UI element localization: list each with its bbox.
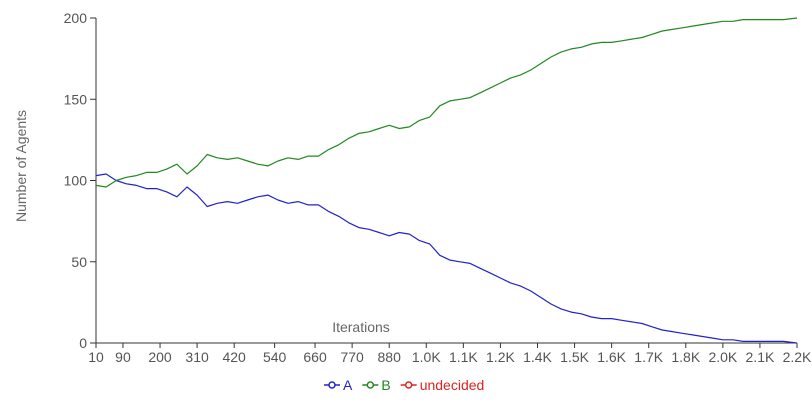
x-tick-label: 310 [185, 349, 209, 365]
x-tick-label: 660 [303, 349, 327, 365]
x-tick-label: 1.4K [523, 349, 552, 365]
x-tick-label: 2.2K [783, 349, 812, 365]
y-tick-label: 200 [64, 10, 88, 26]
series-lines [95, 17, 798, 344]
x-tick-label: 880 [378, 349, 402, 365]
x-axis-label: Iterations [332, 319, 390, 335]
legend-label: B [381, 377, 390, 393]
x-tick-label: 1.2K [486, 349, 515, 365]
x-tick-label: 1.1K [449, 349, 478, 365]
legend-item-undecided[interactable]: undecided [400, 377, 485, 393]
legend-label: undecided [420, 377, 485, 393]
x-tick-label: 2.0K [708, 349, 737, 365]
legend-marker-dot [328, 381, 336, 389]
y-tick-label: 150 [64, 91, 88, 107]
legend-label: A [343, 377, 353, 393]
x-tick-label: 1.6K [597, 349, 626, 365]
x-tick-label: 1.5K [560, 349, 589, 365]
series-line-a [95, 173, 798, 344]
y-tick-label: 50 [71, 254, 87, 270]
legend-marker-dot [404, 381, 413, 389]
x-tick-label: 420 [222, 349, 246, 365]
x-tick-label: 1.7K [634, 349, 663, 365]
x-tick-label: 2.1K [746, 349, 775, 365]
y-ticks: 0 50 100 150 200 [64, 10, 96, 351]
x-ticks: 10 90 200 310 420 540 660 770 880 1.0K 1.1K 1.2K 1.4… [88, 343, 812, 365]
series-line-b [95, 17, 798, 188]
x-tick-label: 1.0K [412, 349, 441, 365]
x-tick-label: 200 [148, 349, 172, 365]
x-tick-label: 90 [115, 349, 131, 365]
x-tick-label: 1.8K [671, 349, 700, 365]
y-tick-label: 0 [79, 335, 87, 351]
x-tick-label: 10 [88, 349, 104, 365]
x-tick-label: 540 [263, 349, 287, 365]
y-axis-label: Number of Agents [13, 110, 29, 222]
legend-item-a[interactable]: A [324, 377, 353, 393]
x-tick-label: 770 [340, 349, 364, 365]
legend-marker-dot [366, 381, 375, 389]
axes [95, 18, 797, 344]
y-tick-label: 100 [64, 173, 88, 189]
legend-item-b[interactable]: B [362, 377, 391, 393]
